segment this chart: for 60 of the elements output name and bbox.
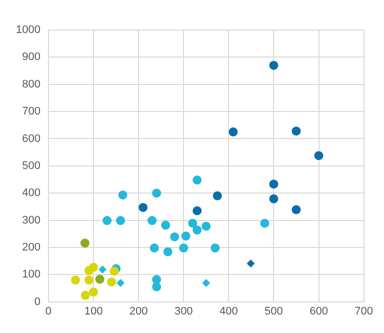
point: [192, 206, 202, 216]
y-tick-label: 900: [22, 51, 40, 64]
y-tick-label: 700: [22, 106, 40, 118]
point: [202, 222, 211, 231]
y-tick-label: 100: [22, 268, 40, 281]
point: [192, 176, 202, 185]
point: [292, 205, 301, 214]
point: [152, 282, 162, 292]
point: [212, 191, 222, 200]
x-tick-label: 300: [174, 305, 193, 318]
y-tick-label: 1000: [16, 24, 40, 36]
point: [80, 238, 90, 248]
point: [163, 247, 172, 256]
x-tick-label: 700: [354, 305, 374, 318]
x-tick-label: 200: [129, 305, 148, 318]
x-tick-label: 400: [219, 305, 238, 318]
point: [84, 276, 94, 285]
point: [110, 266, 119, 276]
point: [107, 277, 116, 286]
point: [314, 151, 324, 160]
y-tick-label: 400: [22, 187, 40, 200]
y-tick-label: 0: [34, 296, 40, 308]
point: [71, 276, 80, 285]
point: [116, 279, 125, 288]
point: [148, 216, 157, 226]
point: [292, 126, 301, 136]
point: [202, 279, 210, 288]
point: [89, 262, 98, 272]
x-tick-label: 500: [264, 305, 283, 318]
x-tick-label: 100: [84, 305, 103, 318]
point: [80, 290, 90, 300]
point: [152, 188, 162, 198]
y-tick-label: 500: [22, 160, 40, 172]
point: [228, 127, 238, 136]
point: [269, 194, 278, 204]
point: [89, 288, 98, 297]
point: [181, 232, 190, 241]
point: [192, 226, 202, 235]
x-tick-label: 600: [310, 305, 328, 318]
y-tick-label: 800: [22, 78, 40, 90]
x-tick-label: 0: [45, 305, 52, 318]
point: [246, 259, 255, 268]
point: [102, 216, 112, 226]
point: [161, 220, 170, 230]
point: [150, 243, 159, 252]
point: [138, 202, 148, 212]
point: [269, 60, 278, 70]
y-tick-label: 200: [22, 241, 40, 254]
point: [170, 232, 180, 242]
point: [116, 216, 126, 226]
point: [269, 180, 278, 189]
point: [210, 243, 220, 252]
point: [98, 265, 107, 274]
point: [95, 274, 104, 284]
point: [188, 218, 198, 228]
point: [118, 190, 128, 200]
y-tick-label: 600: [22, 132, 40, 145]
point: [179, 243, 188, 252]
point: [260, 218, 270, 228]
y-tick-label: 300: [22, 214, 40, 226]
